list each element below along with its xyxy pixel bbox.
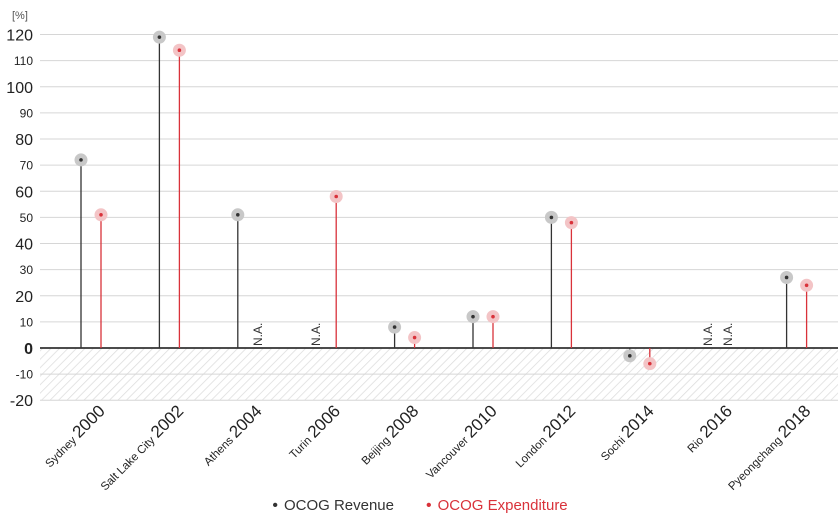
data-point [79, 158, 83, 162]
na-label: N.A. [309, 323, 323, 346]
legend-item-expenditure: • OCOG Expenditure [426, 497, 568, 514]
category-label: Rio 2016 [681, 401, 736, 456]
category-year: 2004 [225, 401, 265, 441]
data-point [549, 215, 554, 220]
data-point [628, 354, 632, 358]
legend: • OCOG Revenue • OCOG Expenditure [0, 497, 840, 514]
category-city: Sydney [43, 432, 81, 470]
y-tick-label: 80 [15, 132, 33, 149]
data-point [177, 48, 182, 53]
y-tick-label: 120 [6, 28, 33, 45]
category-year: 2010 [461, 401, 501, 441]
category-year: 2002 [147, 401, 187, 441]
category-city: Salt Lake City [99, 432, 160, 493]
legend-revenue-dot: • [272, 496, 278, 514]
category-city: Vancouver [424, 432, 473, 481]
data-point [491, 314, 495, 319]
category-label: Pyeongchang 2018 [722, 401, 814, 493]
category-city: Athens [202, 432, 238, 468]
category-year: 2016 [696, 401, 736, 441]
y-tick-label: -20 [10, 393, 33, 410]
y-tick-label: 40 [15, 237, 33, 254]
data-point [334, 194, 339, 199]
category-year: 2014 [617, 401, 657, 441]
data-point [804, 283, 809, 288]
y-tick-label: 0 [24, 341, 33, 358]
y-tick-label: 20 [15, 289, 33, 306]
y-tick-label: 50 [20, 211, 34, 225]
unit-label: [%] [12, 10, 28, 22]
na-label: N.A. [701, 323, 715, 346]
data-point [99, 212, 103, 217]
y-tick-label: 70 [20, 159, 34, 173]
y-tick-label: 60 [15, 184, 33, 201]
legend-revenue-label: OCOG Revenue [283, 497, 394, 514]
y-tick-label: 100 [6, 80, 33, 97]
data-point [784, 275, 789, 280]
category-label: Beijing 2008 [356, 401, 423, 468]
category-city: Beijing [360, 432, 395, 467]
na-label: N.A. [251, 323, 265, 346]
data-point [157, 35, 162, 39]
data-point [569, 220, 574, 225]
data-point [412, 335, 417, 340]
category-label: London 2012 [510, 401, 580, 471]
category-city: Pyeongchang [726, 432, 786, 492]
legend-expenditure-dot: • [425, 496, 432, 514]
category-year: 2006 [304, 401, 344, 441]
y-tick-label: 90 [20, 106, 34, 120]
data-point [392, 325, 397, 329]
y-tick-label: 110 [14, 54, 33, 68]
y-tick-label: 10 [20, 315, 34, 329]
legend-item-revenue: • OCOG Revenue [272, 497, 394, 514]
data-point [648, 361, 652, 366]
y-tick-label: -10 [16, 368, 34, 382]
category-label: Turin 2006 [283, 401, 344, 462]
category-label: Athens 2004 [198, 401, 266, 469]
category-year: 2008 [382, 401, 422, 441]
category-label: Salt Lake City 2002 [95, 401, 188, 494]
data-point [471, 314, 475, 319]
category-label: Vancouver 2010 [420, 401, 501, 482]
na-label: N.A. [721, 323, 735, 346]
category-city: London [514, 432, 552, 470]
category-year: 2000 [69, 401, 109, 441]
data-point [236, 212, 240, 217]
category-year: 2018 [774, 401, 814, 441]
category-label: Sochi 2014 [595, 401, 658, 464]
category-year: 2012 [539, 401, 579, 441]
legend-expenditure-label: OCOG Expenditure [437, 497, 568, 514]
category-label: Sydney 2000 [39, 401, 109, 471]
y-tick-label: 30 [20, 263, 34, 277]
